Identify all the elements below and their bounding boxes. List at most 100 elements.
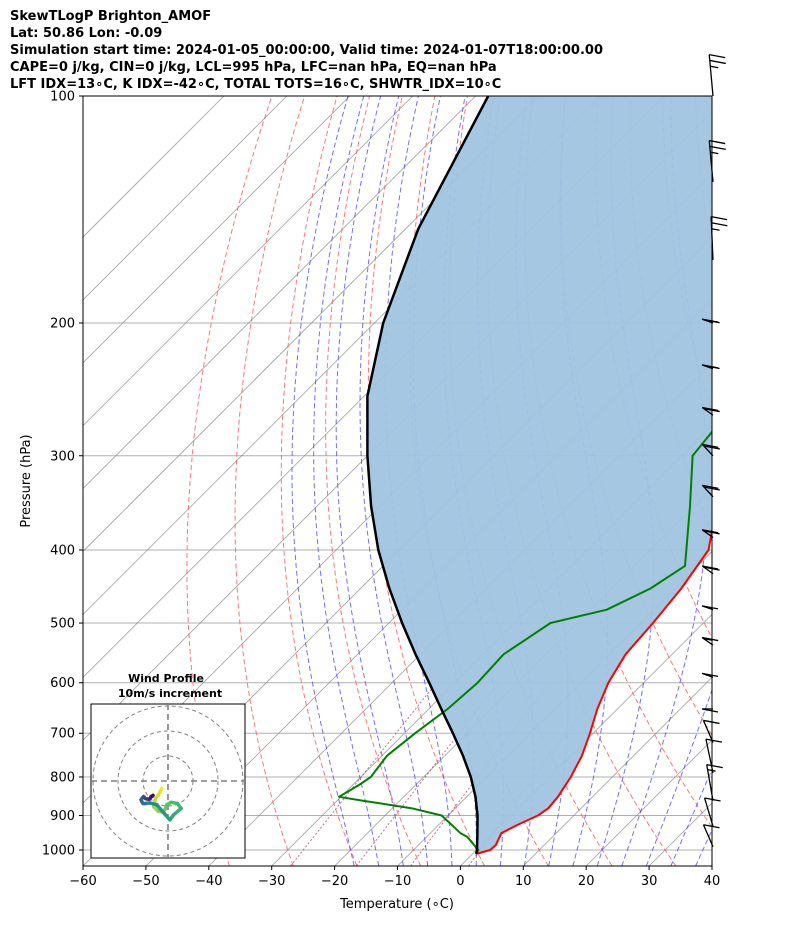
wind-barb-staff <box>706 764 714 801</box>
wind-barb-flag <box>703 445 720 450</box>
wind-barb-flag <box>709 145 726 150</box>
wind-barb-staff <box>708 140 714 182</box>
wind-barb-staff <box>703 797 714 827</box>
hodograph-segment <box>150 793 155 798</box>
y-axis-label: Pressure (hPa) <box>19 434 34 527</box>
wind-barb-flag <box>702 443 719 449</box>
isotherm-line <box>775 96 794 866</box>
wind-barb-flag <box>702 529 719 534</box>
wind-barb <box>703 797 721 827</box>
wind-barb <box>701 708 719 713</box>
moist-adiabat <box>291 96 355 866</box>
wind-barb-flag <box>704 797 721 802</box>
wind-barb-flag <box>705 738 723 743</box>
y-tick-label: 300 <box>50 449 75 464</box>
hodograph-subtitle: 10m/s increment <box>118 687 222 700</box>
y-tick-label: 800 <box>50 770 75 785</box>
x-tick-label: 10 <box>515 874 532 889</box>
moist-adiabat <box>745 96 794 866</box>
wind-barb-staff <box>705 738 714 773</box>
dewpoint-line <box>338 430 712 855</box>
moist-adiabat <box>720 96 794 866</box>
y-tick-label: 700 <box>50 727 75 742</box>
y-tick-label: 1000 <box>42 844 75 859</box>
wind-barb <box>701 672 719 678</box>
wind-barb-flag <box>702 484 719 489</box>
isotherm-line <box>83 96 539 553</box>
wind-barb-flag <box>703 364 720 370</box>
moist-adiabat <box>335 96 404 866</box>
hodograph-inset: Wind Profile 10m/s increment <box>90 672 246 859</box>
temperature-line <box>475 525 712 855</box>
wind-barb-staff <box>708 54 714 97</box>
wind-barb <box>701 484 720 498</box>
header-line4: CAPE=0 j/kg, CIN=0 j/kg, LCL=995 hPa, LF… <box>10 60 497 75</box>
wind-barb <box>701 605 719 611</box>
wind-barb-staff <box>710 216 714 261</box>
wind-barb <box>705 738 723 773</box>
isotherm-line <box>83 96 351 364</box>
wind-barb-flag <box>706 763 723 769</box>
wind-barb-half-flag <box>710 65 719 69</box>
isotherm-line <box>83 96 413 427</box>
wind-barb <box>708 54 726 97</box>
wind-barb <box>701 636 719 646</box>
x-tick-label: 20 <box>578 874 595 889</box>
wind-barb <box>702 824 720 847</box>
wind-barb-half-flag <box>703 637 712 641</box>
header-line5: LFT IDX=13∘C, K IDX=-42∘C, TOTAL TOTS=16… <box>10 77 502 92</box>
dry-adiabat <box>186 96 273 866</box>
chart-header: SkewTLogP Brighton_AMOF Lat: 50.86 Lon: … <box>10 8 603 93</box>
x-tick-label: −60 <box>69 874 96 889</box>
wind-barb-half-flag <box>703 605 712 609</box>
wind-barb-flag <box>703 530 720 535</box>
isotherm-line <box>83 96 476 490</box>
isotherm-line <box>523 676 712 866</box>
wind-barb-flag <box>702 636 719 642</box>
wind-barb-flag <box>709 54 726 59</box>
wind-barb-flag <box>709 139 726 145</box>
isotherm-line <box>83 96 288 301</box>
wind-barb <box>701 443 720 457</box>
wind-barb-flag <box>710 216 728 221</box>
wind-barb-flag <box>703 566 720 571</box>
x-tick-label: −10 <box>384 874 411 889</box>
header-line2: Lat: 50.86 Lon: -0.09 <box>10 26 163 41</box>
y-tick-label: 400 <box>50 543 75 558</box>
hodograph-ring <box>117 730 219 832</box>
wind-barb <box>706 763 723 801</box>
x-axis-label: Temperature (∘C) <box>339 897 454 912</box>
wind-barb <box>710 216 728 261</box>
wind-barb <box>701 529 720 538</box>
dry-adiabat <box>761 96 794 866</box>
wind-barb <box>701 406 720 416</box>
wind-barb <box>701 565 720 575</box>
wind-barb <box>702 719 720 743</box>
dry-adiabat <box>280 96 358 866</box>
mixing-ratio-line <box>290 682 437 866</box>
header-line3: Simulation start time: 2024-01-05_00:00:… <box>10 43 603 58</box>
wind-barb-flag <box>702 406 719 412</box>
wind-barb-flag <box>703 824 720 829</box>
dry-adiabat <box>728 96 794 866</box>
dry-adiabat <box>234 96 305 866</box>
wind-barb-staff <box>702 720 714 743</box>
moist-adiabat <box>645 688 712 866</box>
wind-barb-flag <box>703 486 720 491</box>
x-tick-label: −50 <box>132 874 159 889</box>
wind-barb-flag <box>702 565 719 570</box>
x-tick-label: −40 <box>195 874 222 889</box>
cape-shade-area <box>367 96 712 854</box>
wind-barb-half-flag <box>710 151 719 155</box>
x-axis-ticks: −60 −50 −40 −30 −20 −10 0 10 20 30 40 <box>69 866 720 889</box>
wind-barb-half-flag <box>707 768 716 772</box>
x-tick-label: 0 <box>456 874 464 889</box>
x-tick-label: 40 <box>704 874 721 889</box>
wind-barb-flag <box>709 59 726 65</box>
isotherm-line <box>711 865 712 866</box>
wind-barb-flag <box>701 708 719 713</box>
wind-barb-flag <box>701 672 719 678</box>
wind-barbs <box>701 54 728 847</box>
profile-lines <box>338 96 712 855</box>
